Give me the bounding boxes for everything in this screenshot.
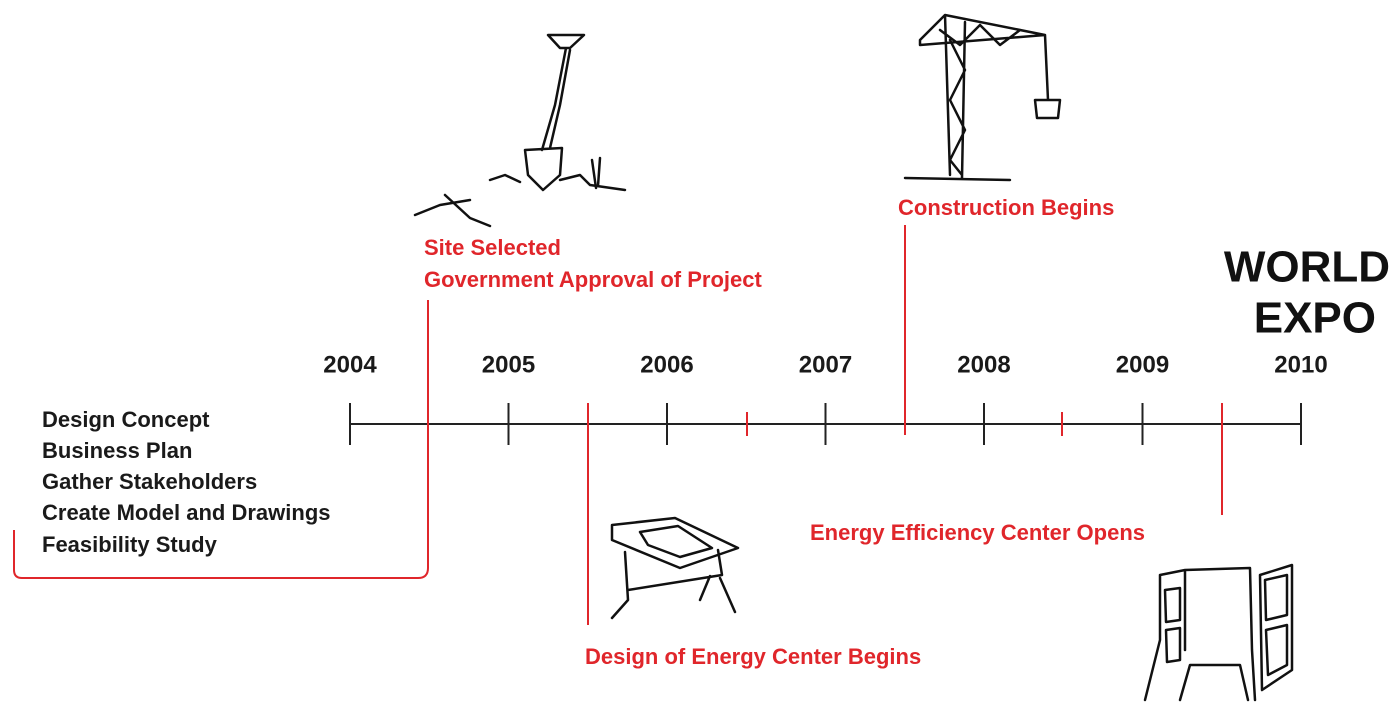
- milestone-label: Construction Begins: [898, 195, 1114, 220]
- task: Feasibility Study: [42, 532, 218, 557]
- door-sketch: [1145, 565, 1292, 700]
- year-label: 2008: [957, 351, 1010, 378]
- milestone-label: Design of Energy Center Begins: [585, 644, 921, 669]
- task: Create Model and Drawings: [42, 500, 331, 525]
- year-label: 2005: [482, 351, 535, 378]
- task: Gather Stakeholders: [42, 469, 257, 494]
- title-line: WORLD: [1224, 243, 1390, 292]
- year-label: 2007: [799, 351, 852, 378]
- shovel-sketch: [415, 35, 625, 226]
- timeline: 2004200520062007200820092010 WORLD EXPO …: [0, 0, 1399, 706]
- milestone-label: Energy Efficiency Center Opens: [810, 520, 1145, 545]
- task: Design Concept: [42, 407, 210, 432]
- year-label: 2006: [640, 351, 693, 378]
- title-line: EXPO: [1254, 294, 1376, 343]
- crane-sketch: [905, 15, 1060, 180]
- milestone-label: Government Approval of Project: [424, 267, 762, 292]
- year-label: 2010: [1274, 351, 1327, 378]
- milestone-label: Site Selected: [424, 235, 561, 260]
- year-label: 2009: [1116, 351, 1169, 378]
- year-label: 2004: [323, 351, 377, 378]
- task: Business Plan: [42, 438, 192, 463]
- desk-sketch: [612, 518, 738, 618]
